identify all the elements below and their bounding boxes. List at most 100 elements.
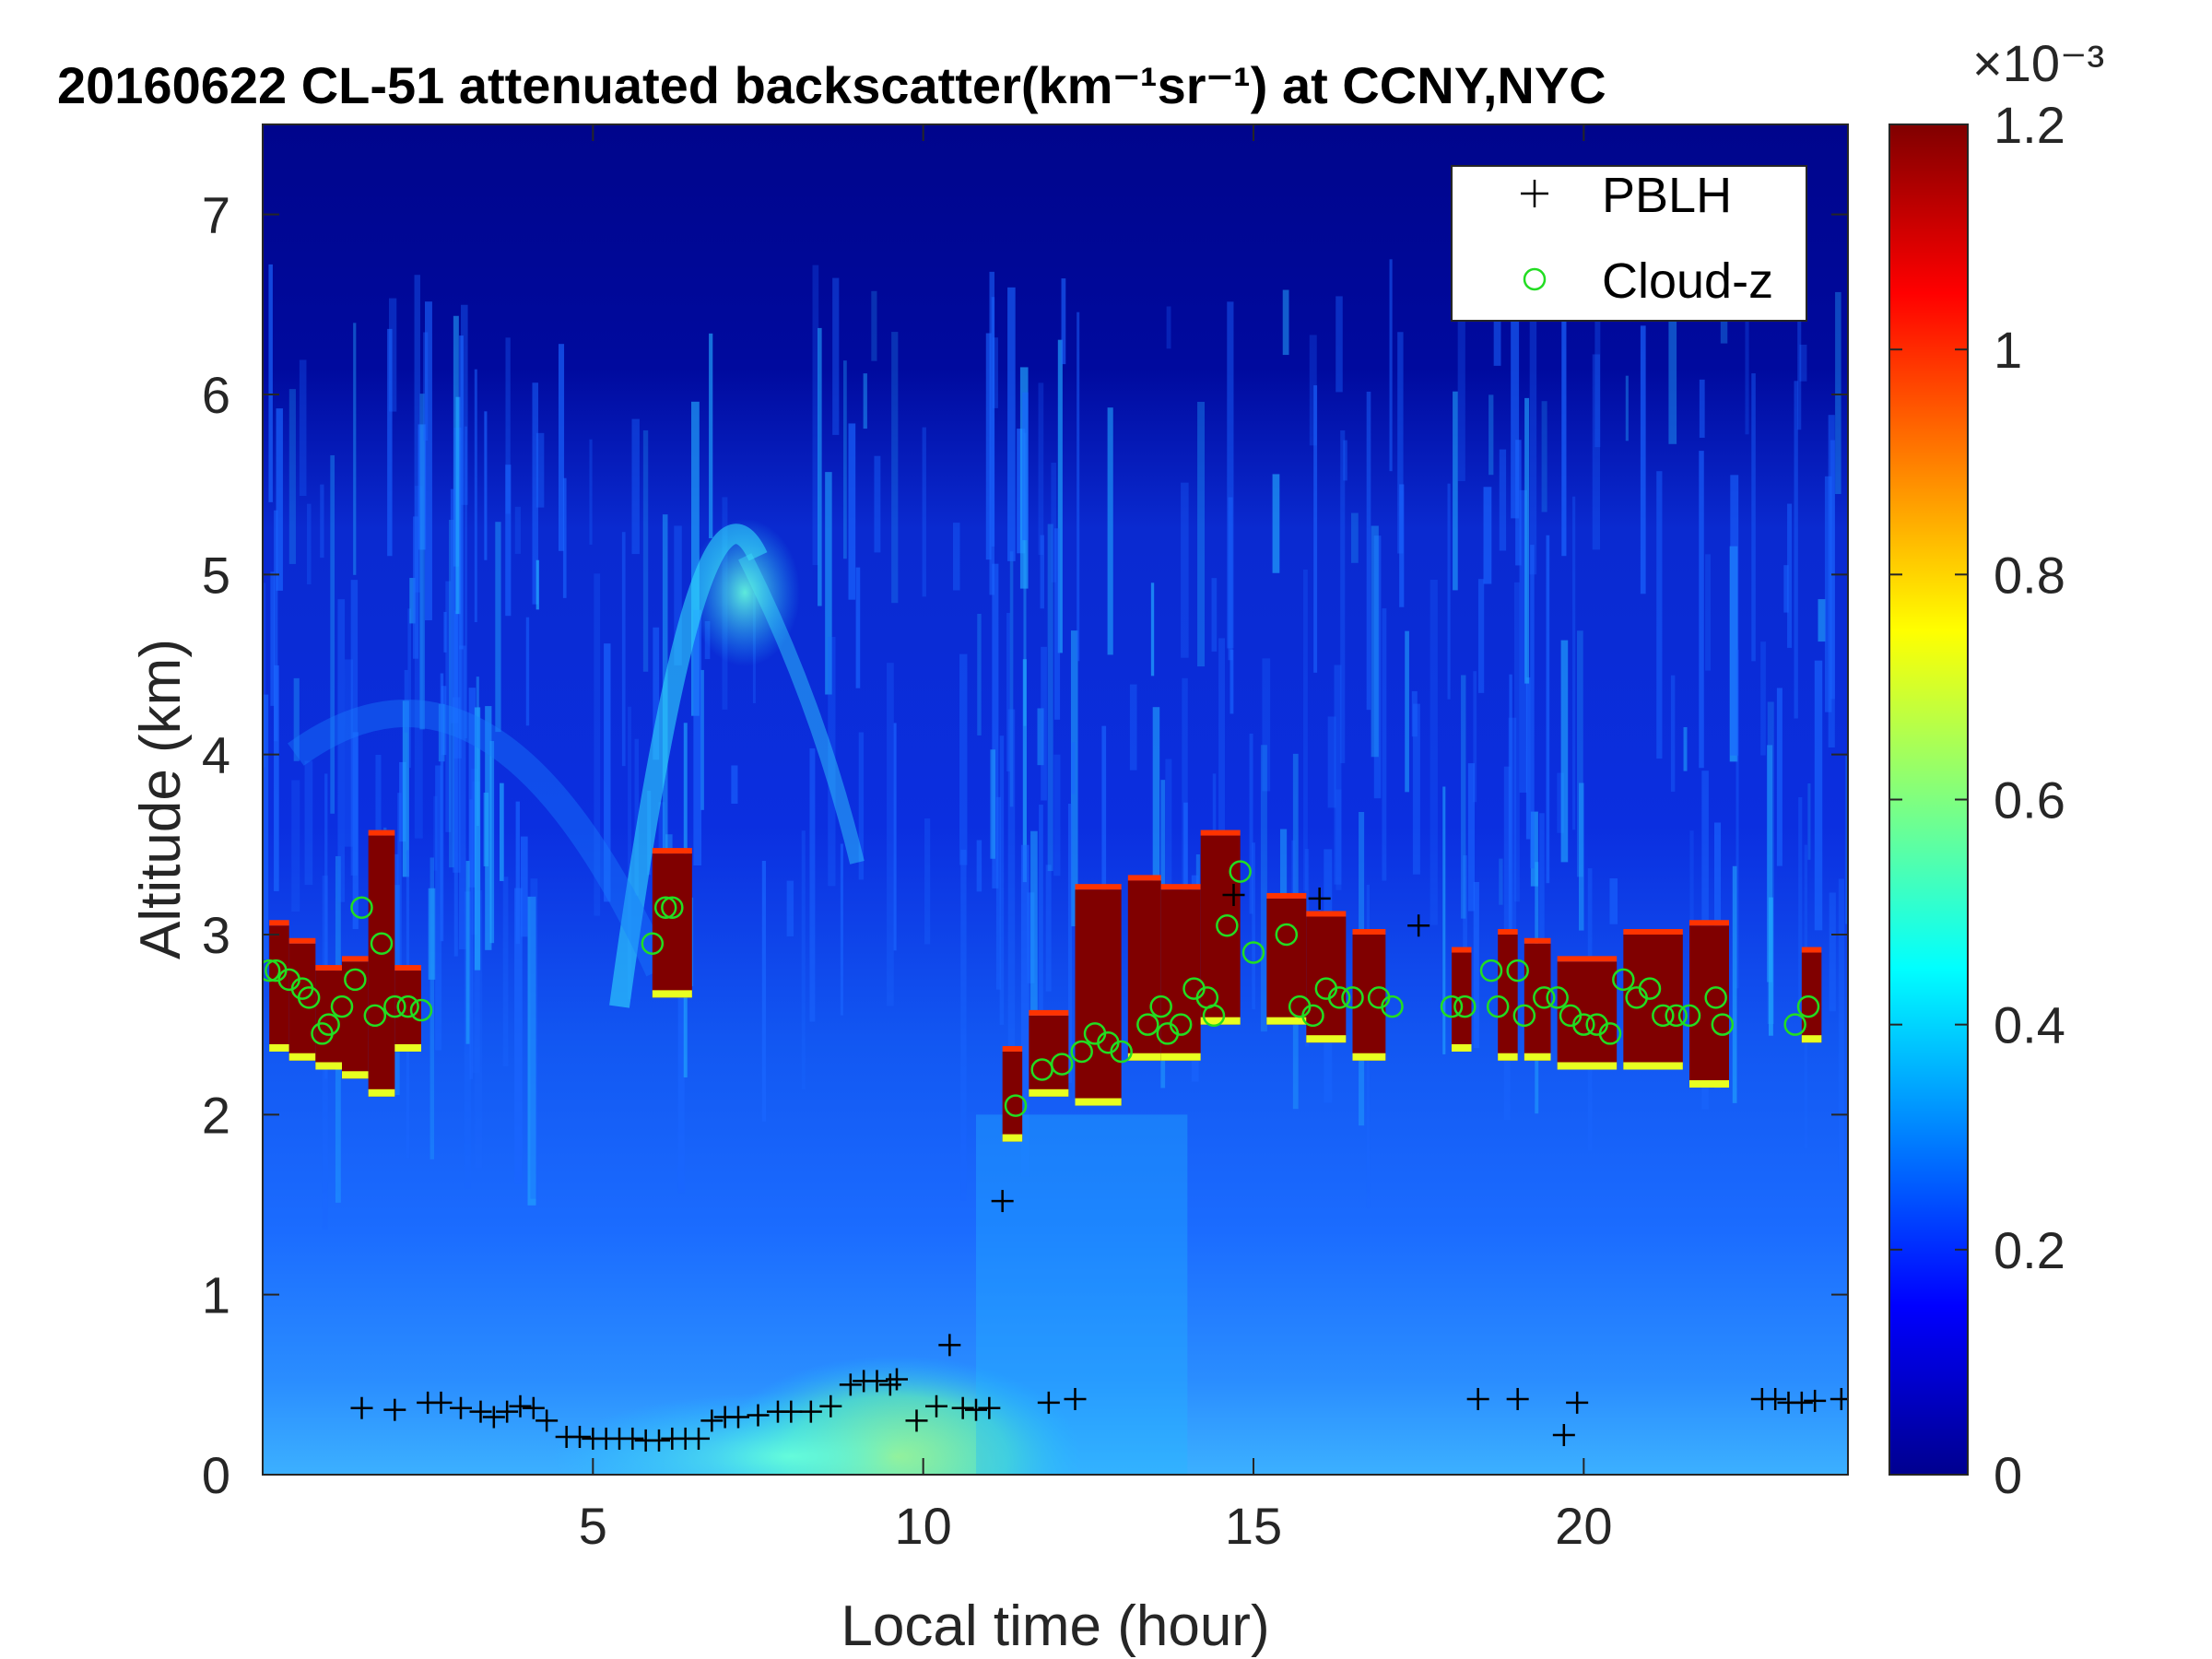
heatmap-streak [330,454,335,814]
heatmap-streak [268,264,273,502]
heatmap-streak [1483,487,1492,584]
heatmap-streak [1282,289,1289,356]
y-axis-ticks: 0 1 2 3 4 5 6 7 [202,186,1848,1504]
heatmap-streak [407,608,411,769]
heatmap-streak [1249,733,1253,914]
pblh-point [522,1396,545,1419]
heatmap-streak [471,769,477,935]
heatmap-streak [1824,476,1832,712]
heatmap-streak [375,754,382,841]
heatmap-streak [1218,638,1226,921]
cloud-z-point [1506,959,1529,982]
cloud-block-edge [315,1062,342,1070]
heatmap-streak [1798,796,1803,1018]
cloud-block-edge [1200,1017,1241,1025]
heatmap-streak [388,298,397,412]
cloud-block-top [1029,1009,1069,1016]
pblh-point [621,1427,644,1450]
heatmap-streak [1411,690,1418,737]
legend: PBLH Cloud-z [1451,165,1807,322]
pblh-point [688,1427,710,1450]
pblh-point [1566,1391,1589,1414]
cloud-block-top [1306,911,1347,917]
heatmap-streak [1461,675,1466,919]
heatmap-streak [761,860,766,1122]
heatmap-streak [500,782,504,881]
cloud-z-point [1241,941,1265,964]
cloud-block-edge [288,1053,316,1061]
heatmap-streak [324,773,328,1079]
heatmap-streak [1272,474,1280,573]
y-tick-label: 5 [202,546,230,604]
heatmap-streak [527,896,536,1206]
heatmap-streak [520,836,528,937]
heatmap-streak [1499,449,1507,551]
heatmap-streak [1799,344,1807,382]
heatmap-streak [818,327,822,606]
cloud-block-edge [1127,1053,1161,1061]
heatmap-streak [1699,379,1705,438]
pblh-point [965,1398,987,1421]
colorbar-gradient [1888,124,1969,1476]
heatmap-streak [1625,375,1629,441]
cloud-z-point [1229,860,1252,883]
heatmap-streak [263,582,266,768]
heatmap-streak [288,389,296,564]
heatmap-streak [1389,259,1393,472]
heatmap-streak [1061,278,1066,365]
cloud-z-point [1479,959,1503,982]
heatmap-streak [1447,483,1451,700]
cloud-z-point [370,932,394,956]
pblh-point [450,1396,472,1419]
cloud-z-point [1341,986,1364,1009]
pblh-point [886,1368,908,1391]
cloud-z-point [350,896,373,919]
cloud-block-edge [1306,1035,1347,1043]
cloud-block-edge [1689,1080,1729,1088]
cloud-z-point [1149,994,1172,1018]
heatmap-streak [731,765,738,805]
heatmap-streak [1039,805,1043,1047]
heatmap-streak [594,573,601,916]
heatmap-streak [1053,754,1061,877]
cloud-z-series [263,860,1820,1117]
cloud-block-top [394,965,421,971]
heatmap-streak [991,297,995,547]
cloud-z-point [1301,1004,1324,1028]
heatmap-streak [809,747,816,1022]
heatmap-streak [515,801,520,944]
heatmap-streak [1067,803,1073,1083]
heatmap-streak [992,337,998,408]
plume-core [689,518,801,666]
cloud-block-edge [1002,1134,1023,1142]
heatmap-streaks [263,258,1848,1475]
heatmap-streak [1683,726,1688,771]
cloud-block [1029,1015,1069,1097]
cloud-block-top [1623,929,1683,935]
heatmap-streak [464,426,468,738]
heatmap-streak [1051,462,1057,582]
heatmap-streak [801,830,806,1089]
heatmap-streak [863,373,867,429]
cloud-z-point [1512,1004,1536,1028]
cloud-z-point [1612,968,1635,992]
cloud-z-point [1704,986,1727,1009]
y-tick-label: 2 [202,1086,230,1144]
heatmap-streak [1230,649,1234,714]
heatmap-streak [445,581,452,832]
heatmap-streak [404,669,408,733]
heatmap-streak [468,688,477,888]
pblh-point [700,1409,724,1432]
heatmap-streak [514,888,523,1184]
heatmap-streak [642,429,649,672]
heatmap-streak [1211,578,1218,652]
cloud-block-top [1689,920,1729,926]
heatmap-streak [352,732,359,930]
heatmap-streak [1334,665,1342,885]
pblh-point [819,1394,842,1418]
heatmap-streak [990,749,996,859]
heatmap-streak [828,637,836,887]
heatmap-streak [628,706,631,999]
pblh-point [1308,887,1331,910]
heatmap-streak [1037,708,1044,766]
